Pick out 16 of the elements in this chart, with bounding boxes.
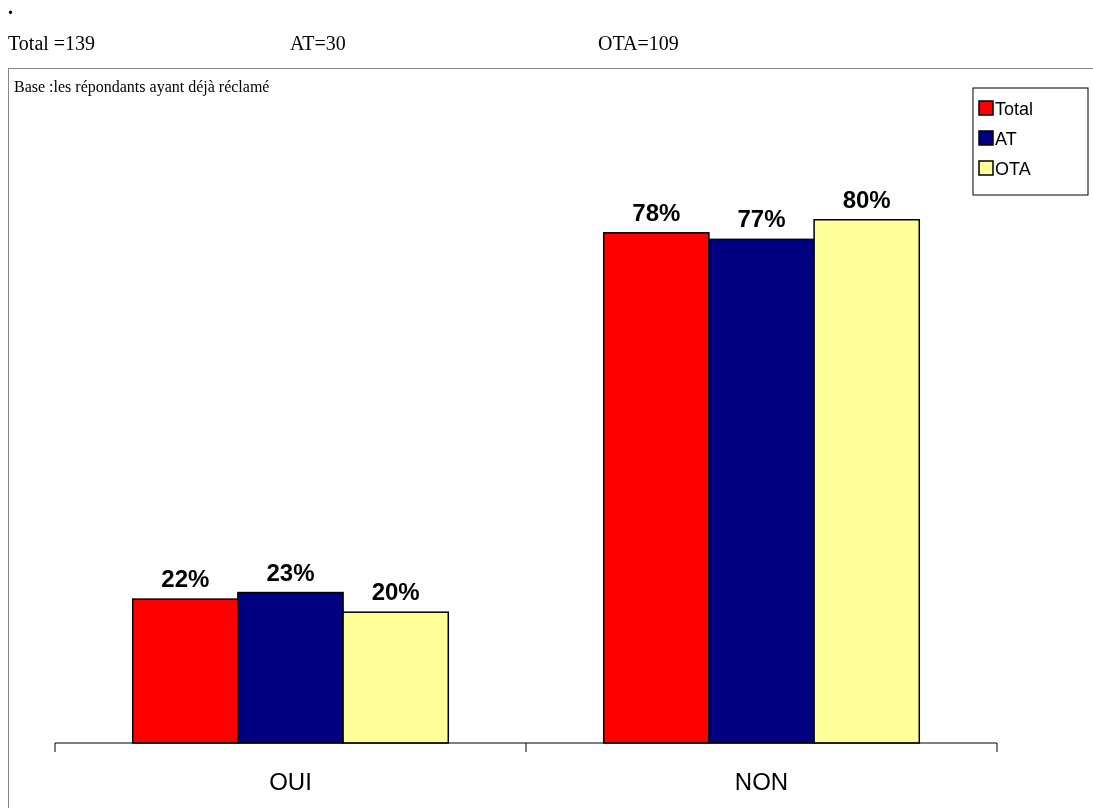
text: AT=30 [290,32,346,54]
data-label: 23% [266,558,315,586]
legend-label: AT [995,129,1017,149]
data-label: 77% [737,205,786,233]
legend-label: OTA [995,159,1031,179]
text: . [8,0,13,18]
text: Total =139 [8,32,96,54]
data-label: 22% [161,565,210,593]
text: OTA=109 [598,32,679,54]
x-tick-label: NON [734,768,789,795]
data-label: 20% [371,578,420,606]
data-label: 80% [842,185,891,213]
x-tick-label: OUI [269,768,312,795]
text: Base :les répondants ayant déjà réclamé [14,78,270,96]
legend-label: Total [995,99,1034,119]
data-label: 78% [632,198,681,226]
